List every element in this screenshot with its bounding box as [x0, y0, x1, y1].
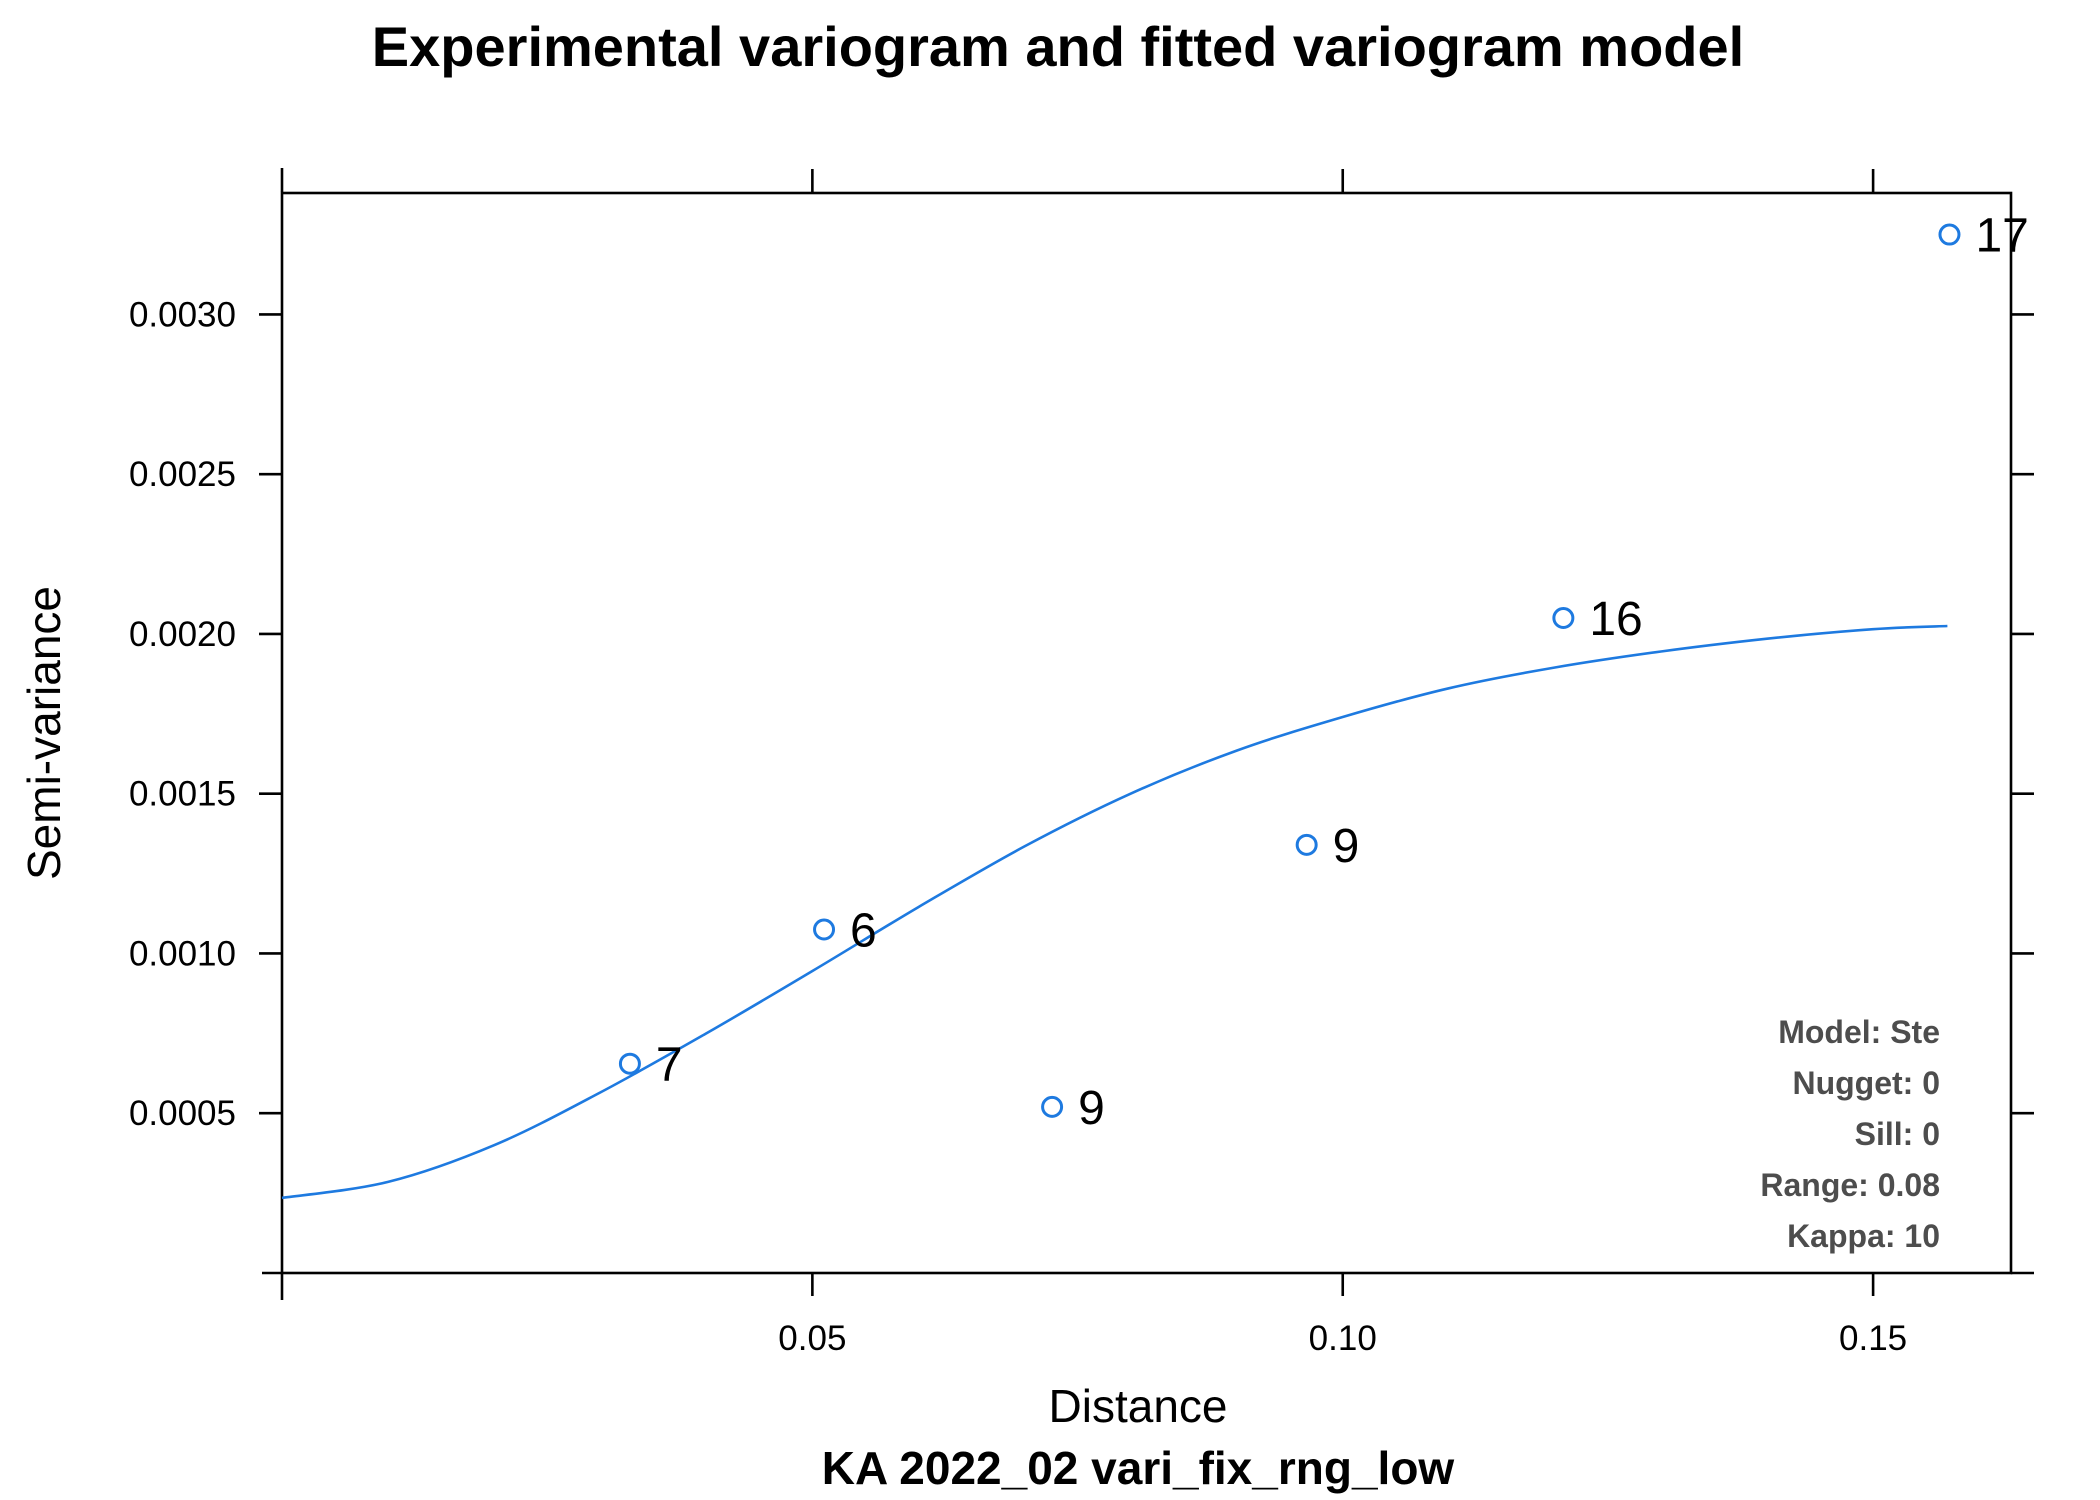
y-tick-label: 0.0010: [129, 934, 236, 973]
data-point: [1938, 223, 1961, 246]
point-count-label: 9: [1078, 1082, 1105, 1135]
data-point: [1552, 606, 1575, 629]
y-tick-label: 0.0020: [129, 615, 236, 654]
x-axis-label: Distance: [1049, 1380, 1228, 1432]
data-point: [1041, 1095, 1064, 1118]
y-tick-label: 0.0030: [129, 295, 236, 334]
data-point: [618, 1052, 641, 1075]
chart-subtitle: KA 2022_02 vari_fix_rng_low: [822, 1442, 1455, 1494]
fitted-model-curve-group: [281, 624, 1948, 1200]
model-info-line: Nugget: 0: [1792, 1065, 1940, 1101]
y-axis: 0.0005 0.0010 0.0015 0.0020 0.0025 0.0030: [129, 295, 2034, 1133]
x-axis: 0.05 0.10 0.15: [262, 168, 2034, 1358]
y-axis-label: Semi-variance: [18, 586, 70, 880]
x-tick-label: 0.10: [1309, 1319, 1377, 1358]
data-point: [813, 918, 836, 941]
model-info-line: Range: 0.08: [1760, 1167, 1940, 1203]
model-info-line: Model: Ste: [1778, 1014, 1940, 1050]
model-info-line: Kappa: 10: [1787, 1218, 1940, 1254]
plot-border: [280, 191, 2013, 1275]
point-count-label: 7: [656, 1039, 683, 1092]
point-count-label: 17: [1975, 210, 2028, 263]
point-count-label: 16: [1589, 593, 1642, 646]
model-info-box: Model: Ste Nugget: 0 Sill: 0 Range: 0.08 Kap…: [1760, 1014, 1940, 1254]
y-tick-label: 0.0015: [129, 775, 236, 814]
data-point: [1295, 833, 1318, 856]
plot-frame: [280, 191, 2013, 1275]
x-tick-label: 0.15: [1839, 1319, 1907, 1358]
y-tick-label: 0.0005: [129, 1094, 236, 1133]
y-tick-label: 0.0025: [129, 455, 236, 494]
point-count-label: 6: [850, 905, 877, 958]
x-tick-label: 0.05: [778, 1319, 846, 1358]
point-count-label: 9: [1333, 820, 1360, 873]
fitted-model-curve: [281, 624, 1948, 1200]
model-info-line: Sill: 0: [1855, 1116, 1940, 1152]
experimental-points: 7 6 9 9 16 17: [618, 210, 2029, 1135]
chart-title: Experimental variogram and fitted variog…: [372, 15, 1744, 78]
